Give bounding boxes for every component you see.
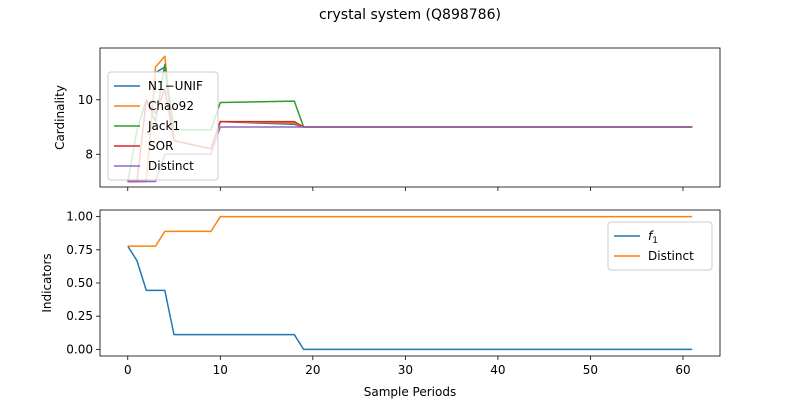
- figure-title: crystal system (Q898786): [319, 7, 501, 23]
- y-axis-label: Cardinality: [53, 85, 67, 150]
- y-axis-label: Indicators: [40, 253, 54, 312]
- legend: N1−UNIF Chao92 Jack1 SOR Distinct: [107, 71, 219, 181]
- axes-frame: [99, 47, 721, 188]
- legend-label: f1: [648, 229, 658, 246]
- y-tick-label: 0.00: [66, 342, 93, 356]
- legend-box: [107, 71, 219, 181]
- legend-label: N1−UNIF: [148, 79, 203, 93]
- x-tick-label: 40: [490, 363, 505, 377]
- y-tick-label: 8: [85, 147, 93, 161]
- y-tick-label: 0.75: [66, 243, 93, 257]
- y-tick-label: 10: [78, 93, 93, 107]
- y-tick-label: 0.50: [66, 276, 93, 290]
- x-tick-label: 30: [398, 363, 413, 377]
- legend: f1 Distinct: [607, 221, 713, 271]
- legend-label: Chao92: [148, 99, 194, 113]
- legend-label: Distinct: [648, 249, 694, 263]
- y-tick-label: 1.00: [66, 210, 93, 224]
- x-tick-label: 0: [124, 363, 132, 377]
- x-tick-label: 20: [305, 363, 320, 377]
- legend-label: SOR: [148, 139, 173, 153]
- legend-box: [607, 221, 713, 271]
- legend-label: Distinct: [148, 159, 194, 173]
- legend-label: Jack1: [147, 119, 180, 133]
- series-line-f1: [127, 245, 693, 351]
- x-tick-label: 50: [583, 363, 598, 377]
- x-tick-label: 10: [213, 363, 228, 377]
- x-tick-label: 60: [675, 363, 690, 377]
- indicators-panel: 0 10 20 30 40 50 60 0.00 0.25 0.50 0.75 1.00 Indicat…: [40, 209, 721, 377]
- cardinality-panel: 8 10 Cardinality N1−UNIF Chao92 Jack1 SOR Disti…: [53, 47, 721, 191]
- y-tick-label: 0.25: [66, 309, 93, 323]
- series-lines: [127, 215, 693, 351]
- series-line-distinct: [127, 215, 693, 247]
- x-axis-label: Sample Periods: [364, 385, 456, 399]
